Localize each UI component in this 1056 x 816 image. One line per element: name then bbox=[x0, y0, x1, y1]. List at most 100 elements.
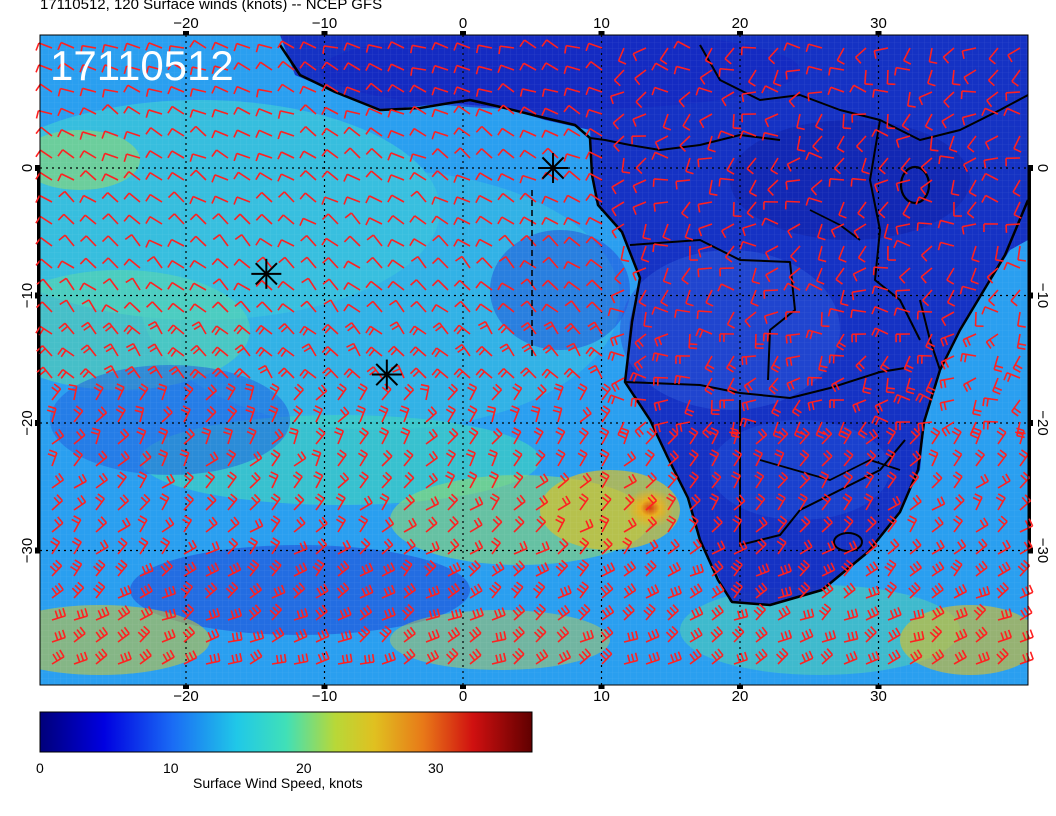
wind-barb bbox=[665, 625, 679, 643]
wind-barb bbox=[365, 195, 383, 204]
wind-barb bbox=[748, 179, 758, 197]
wind-barb bbox=[689, 563, 705, 577]
wind-barb bbox=[695, 86, 713, 96]
wind-barb bbox=[123, 130, 141, 140]
wind-barb bbox=[189, 368, 207, 379]
wind-barb bbox=[410, 279, 427, 291]
wind-barb bbox=[679, 135, 691, 153]
wind-barb bbox=[277, 60, 295, 71]
wind-barb bbox=[357, 625, 371, 643]
wind-barb bbox=[884, 581, 897, 599]
wind-barb bbox=[409, 238, 427, 247]
wind-barb bbox=[431, 108, 449, 118]
wind-barb bbox=[248, 604, 262, 621]
wind-barb bbox=[893, 394, 911, 404]
wind-barb bbox=[400, 559, 413, 577]
wind-barb bbox=[161, 649, 175, 665]
wind-barb bbox=[865, 561, 879, 577]
wind-barb bbox=[79, 150, 97, 159]
wind-barb bbox=[563, 281, 581, 291]
wind-barb bbox=[601, 537, 613, 555]
wind-barb bbox=[805, 197, 823, 206]
wind-barb bbox=[101, 130, 119, 139]
wind-barb bbox=[409, 44, 427, 54]
wind-barb bbox=[519, 62, 537, 71]
wind-barb bbox=[145, 239, 163, 248]
wind-barb bbox=[533, 603, 546, 621]
wind-barb bbox=[1016, 333, 1027, 350]
wind-barb bbox=[389, 321, 405, 335]
wind-barb bbox=[1013, 135, 1022, 153]
wind-barb bbox=[343, 260, 361, 269]
wind-barb bbox=[733, 494, 746, 511]
lon-label-bottom: 20 bbox=[732, 688, 749, 705]
wind-barb bbox=[943, 91, 955, 108]
wind-barb bbox=[35, 42, 53, 51]
wind-barb bbox=[255, 108, 273, 117]
wind-barb bbox=[777, 427, 789, 445]
wind-barb bbox=[513, 540, 528, 555]
wind-barb bbox=[255, 346, 273, 357]
wind-barb bbox=[966, 201, 977, 219]
wind-barb bbox=[651, 306, 669, 315]
wind-barb bbox=[446, 647, 459, 665]
wind-barb bbox=[191, 321, 207, 335]
wind-barb bbox=[409, 105, 427, 115]
wind-barb bbox=[497, 192, 515, 203]
wind-barb bbox=[585, 236, 603, 247]
wind-barb bbox=[730, 471, 742, 489]
wind-barb bbox=[489, 493, 500, 511]
wind-barb bbox=[887, 495, 901, 511]
wind-barb bbox=[145, 281, 163, 291]
wind-barb bbox=[189, 259, 207, 269]
wind-barb bbox=[387, 194, 405, 203]
wind-barb bbox=[541, 39, 559, 49]
wind-barb bbox=[747, 69, 757, 87]
wind-barb bbox=[138, 383, 149, 401]
wind-barb bbox=[975, 473, 989, 489]
wind-barb bbox=[836, 135, 845, 153]
wind-barb bbox=[366, 300, 383, 313]
wind-barb bbox=[925, 333, 936, 351]
wind-barb bbox=[117, 494, 130, 511]
wind-barb bbox=[688, 427, 699, 445]
wind-barb bbox=[925, 377, 936, 395]
wind-barb bbox=[409, 325, 427, 336]
wind-barb bbox=[543, 321, 559, 335]
wind-barb bbox=[1017, 311, 1026, 328]
wind-barb bbox=[541, 129, 559, 138]
wind-barb bbox=[403, 582, 417, 599]
wind-barb bbox=[865, 538, 878, 555]
wind-barb bbox=[909, 450, 922, 467]
wind-barb bbox=[821, 427, 833, 445]
wind-barb bbox=[387, 238, 405, 248]
wind-barb bbox=[190, 344, 207, 357]
wind-barb bbox=[563, 260, 581, 270]
wind-barb bbox=[95, 516, 108, 533]
wind-barb bbox=[300, 300, 317, 313]
wind-barb bbox=[799, 628, 814, 643]
wind-barb bbox=[871, 415, 889, 426]
wind-barb bbox=[953, 515, 963, 533]
wind-barb bbox=[431, 279, 449, 291]
wind-barb bbox=[986, 91, 999, 108]
wind-barb bbox=[997, 473, 1011, 489]
wind-barb bbox=[498, 45, 515, 55]
wind-barb bbox=[454, 343, 471, 357]
wind-barb bbox=[145, 216, 163, 225]
wind-barb bbox=[786, 377, 801, 392]
wind-barb bbox=[233, 171, 251, 181]
wind-barb bbox=[321, 346, 339, 357]
wind-barb bbox=[103, 364, 119, 379]
wind-barb bbox=[477, 320, 493, 335]
wind-barb bbox=[710, 399, 720, 416]
wind-barb bbox=[227, 631, 243, 643]
wind-barb bbox=[189, 282, 207, 291]
wind-barb bbox=[335, 493, 346, 511]
wind-barb bbox=[772, 69, 782, 87]
lat-label-right: 0 bbox=[1034, 164, 1051, 172]
wind-barb bbox=[358, 515, 369, 533]
wind-barb bbox=[886, 69, 896, 86]
wind-barb bbox=[269, 383, 280, 401]
wind-barb bbox=[90, 427, 101, 445]
